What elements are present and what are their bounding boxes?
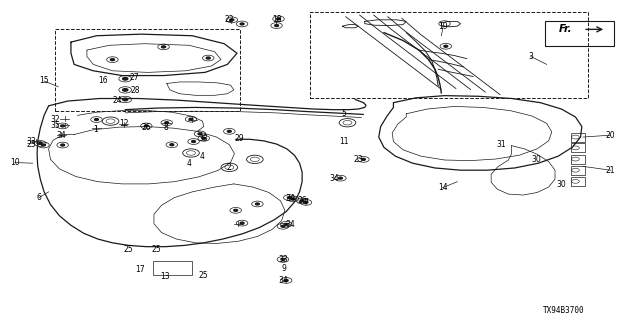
Bar	[571, 177, 585, 186]
Circle shape	[284, 223, 288, 225]
Circle shape	[227, 130, 231, 132]
Text: TX94B3700: TX94B3700	[543, 306, 585, 315]
Bar	[571, 143, 585, 152]
Circle shape	[284, 279, 288, 281]
Circle shape	[165, 122, 169, 124]
Text: 34: 34	[330, 174, 340, 183]
Text: 21: 21	[606, 166, 615, 175]
Text: 34: 34	[279, 276, 289, 284]
Circle shape	[339, 177, 342, 179]
Circle shape	[281, 259, 285, 260]
Text: 8: 8	[163, 123, 168, 132]
Text: 30: 30	[557, 180, 566, 189]
Circle shape	[61, 125, 65, 127]
Text: 11: 11	[339, 137, 349, 146]
Text: 33: 33	[199, 134, 209, 143]
Bar	[55, 29, 240, 111]
Text: 35: 35	[50, 121, 60, 130]
Text: Fr.: Fr.	[559, 24, 573, 34]
Text: 2: 2	[227, 163, 232, 172]
Text: 25: 25	[199, 271, 209, 280]
Text: 34: 34	[285, 194, 295, 204]
Text: 1: 1	[93, 124, 97, 133]
Text: 32: 32	[50, 115, 60, 124]
Text: 26: 26	[141, 123, 151, 132]
Bar	[545, 21, 614, 46]
Circle shape	[191, 140, 195, 142]
Text: 13: 13	[161, 272, 170, 281]
Text: 10: 10	[10, 158, 20, 167]
Text: 31: 31	[496, 140, 506, 149]
Bar	[153, 261, 192, 275]
Circle shape	[61, 144, 65, 146]
Text: 33: 33	[279, 255, 289, 264]
Text: 19: 19	[438, 22, 448, 31]
Text: 20: 20	[605, 131, 616, 140]
Circle shape	[281, 225, 285, 227]
Circle shape	[362, 158, 365, 160]
Text: 18: 18	[273, 15, 282, 24]
Circle shape	[444, 45, 448, 47]
Text: 12: 12	[119, 119, 129, 129]
Text: 33: 33	[26, 137, 36, 146]
Circle shape	[240, 222, 244, 224]
Bar	[310, 12, 588, 98]
Text: 22: 22	[225, 15, 234, 24]
Circle shape	[123, 77, 128, 80]
Circle shape	[255, 203, 259, 205]
Circle shape	[287, 197, 291, 198]
Circle shape	[161, 46, 166, 48]
Text: 15: 15	[39, 76, 49, 85]
Text: 28: 28	[130, 86, 140, 95]
Circle shape	[189, 118, 193, 120]
Bar	[571, 166, 585, 175]
Circle shape	[291, 198, 295, 200]
Text: 14: 14	[438, 183, 447, 192]
Text: 25: 25	[26, 140, 36, 149]
Bar	[571, 132, 585, 141]
Circle shape	[95, 119, 99, 121]
Circle shape	[198, 133, 202, 135]
Text: 4: 4	[200, 152, 204, 161]
Text: 4: 4	[187, 159, 191, 168]
Circle shape	[38, 142, 42, 144]
Circle shape	[230, 19, 234, 21]
Circle shape	[234, 209, 237, 211]
Text: 25: 25	[151, 245, 161, 254]
Text: 3: 3	[528, 52, 533, 61]
Text: 24: 24	[113, 96, 122, 105]
Circle shape	[123, 98, 128, 101]
Text: 34: 34	[56, 131, 66, 140]
Text: 6: 6	[36, 193, 42, 202]
Circle shape	[300, 200, 304, 202]
Text: 5: 5	[342, 109, 347, 118]
Circle shape	[202, 137, 205, 139]
Circle shape	[240, 23, 244, 25]
Circle shape	[170, 144, 173, 146]
Text: 25: 25	[124, 245, 133, 254]
Text: 23: 23	[353, 155, 363, 164]
Text: 9: 9	[281, 264, 286, 274]
Text: 30: 30	[531, 155, 541, 164]
Text: 34: 34	[285, 220, 295, 229]
Circle shape	[42, 144, 45, 146]
Bar	[571, 155, 585, 164]
Text: 27: 27	[130, 73, 140, 82]
Circle shape	[111, 59, 115, 61]
Circle shape	[206, 57, 211, 59]
Circle shape	[123, 89, 128, 91]
Text: 29: 29	[234, 134, 244, 143]
Text: 26: 26	[298, 196, 308, 205]
Text: 16: 16	[98, 76, 108, 85]
Circle shape	[275, 25, 278, 27]
Circle shape	[304, 201, 308, 203]
Text: 17: 17	[135, 265, 145, 274]
Text: 7: 7	[303, 198, 308, 207]
Circle shape	[276, 18, 280, 20]
Circle shape	[145, 125, 148, 127]
